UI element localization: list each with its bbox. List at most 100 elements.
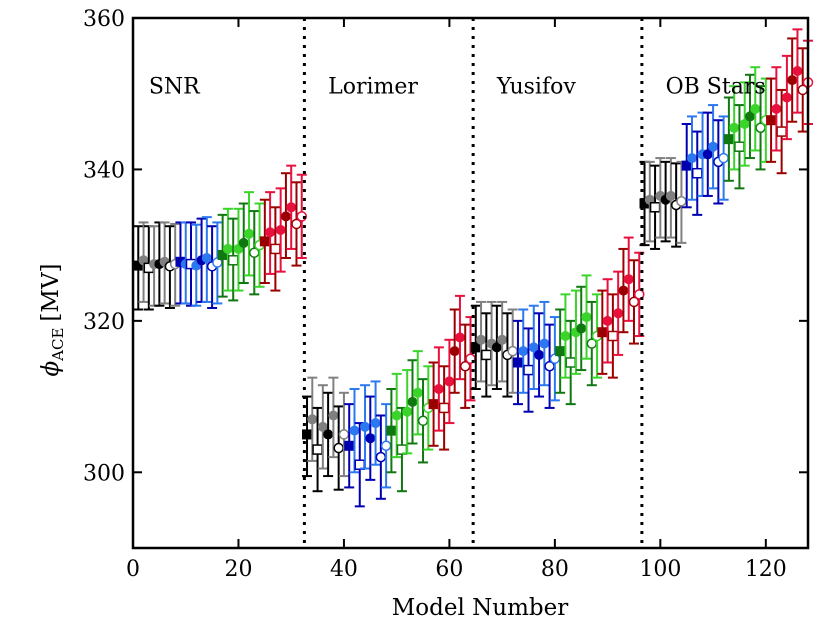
marker-square: [470, 342, 481, 353]
marker-square: [723, 134, 734, 145]
marker-circle: [476, 334, 487, 345]
data-point: [549, 316, 561, 402]
marker-square-open: [270, 243, 281, 255]
data-point: [317, 384, 328, 470]
marker-circle: [391, 410, 402, 421]
data-point: [212, 221, 223, 305]
data-point: [607, 293, 619, 379]
x-tick-label: 60: [435, 557, 463, 582]
data-point: [723, 96, 734, 182]
marker-square: [386, 425, 397, 436]
data-point: [444, 338, 455, 425]
data-point: [576, 285, 587, 372]
data-point: [634, 251, 645, 337]
region-dividers: [302, 18, 644, 548]
data-point: [676, 160, 687, 244]
data-point: [227, 217, 239, 302]
data-point: [692, 130, 703, 216]
data-point: [613, 270, 624, 356]
data-point: [534, 312, 545, 398]
data-point: [233, 207, 244, 292]
data-point: [349, 388, 360, 474]
marker-circle: [412, 387, 423, 398]
marker-circle: [534, 349, 545, 360]
marker-circle: [433, 384, 444, 394]
data-point: [344, 403, 355, 489]
plot-frame: [131, 16, 810, 550]
x-tick-label: 40: [330, 557, 358, 582]
marker-circle: [623, 274, 634, 285]
marker-circle: [201, 253, 212, 264]
data-point: [365, 395, 376, 481]
data-point: [375, 414, 387, 500]
data-point: [259, 198, 270, 284]
marker-circle-open: [333, 442, 344, 454]
marker-circle: [444, 376, 455, 387]
data-point: [597, 289, 608, 375]
data-point: [244, 191, 255, 277]
data-point: [449, 308, 460, 394]
y-tick-label: 360: [83, 7, 125, 32]
data-point: [518, 308, 529, 394]
marker-circle: [317, 421, 328, 432]
data-point: [302, 395, 313, 478]
marker-circle: [265, 227, 276, 238]
marker-circle: [686, 153, 697, 164]
region-label: OB Stars: [666, 75, 766, 100]
data-point: [280, 172, 291, 260]
data-point: [386, 388, 397, 474]
data-point: [433, 346, 444, 432]
data-point: [555, 308, 566, 394]
data-point: [734, 104, 745, 190]
marker-circle: [702, 149, 713, 160]
marker-square-open: [481, 349, 492, 361]
marker-square-open: [565, 357, 576, 368]
marker-circle: [454, 332, 465, 343]
data-point: [138, 221, 149, 303]
data-point: [454, 294, 465, 381]
data-point: [528, 304, 539, 390]
data-point: [497, 300, 508, 383]
marker-circle: [491, 342, 502, 353]
data-point: [265, 191, 276, 275]
data-point: [623, 236, 634, 322]
data-point: [681, 123, 692, 209]
data-point: [402, 369, 413, 455]
data-point: [217, 213, 228, 298]
data-point: [644, 160, 655, 243]
marker-square-open: [776, 126, 787, 137]
marker-circle: [286, 202, 297, 213]
data-point: [665, 157, 676, 239]
data-point: [512, 319, 523, 406]
data-point: [360, 384, 371, 470]
marker-circle: [729, 122, 740, 133]
data-point: [465, 316, 476, 402]
marker-circle: [407, 396, 418, 407]
data-point: [191, 223, 202, 307]
data-point: [539, 300, 550, 387]
data-point: [286, 164, 297, 250]
marker-square-open: [227, 255, 239, 266]
data-point: [797, 47, 808, 133]
data-point: [776, 88, 787, 175]
data-point: [428, 361, 439, 447]
x-tick-label: 120: [745, 557, 787, 582]
data-point: [792, 28, 803, 114]
marker-circle-open: [507, 345, 518, 357]
x-tick-label: 20: [224, 557, 252, 582]
data-point: [570, 289, 581, 375]
marker-circle: [613, 308, 624, 319]
marker-circle-open: [634, 289, 645, 300]
marker-square: [512, 357, 523, 368]
data-point: [201, 216, 212, 303]
data-point: [391, 372, 402, 459]
data-point: [238, 202, 249, 284]
marker-circle: [739, 119, 750, 129]
data-point: [312, 406, 323, 493]
marker-circle: [744, 111, 755, 122]
series-snr: [133, 164, 307, 311]
data-point: [338, 391, 350, 478]
data-point: [750, 66, 761, 152]
marker-square: [681, 160, 692, 171]
data-point: [660, 160, 671, 243]
